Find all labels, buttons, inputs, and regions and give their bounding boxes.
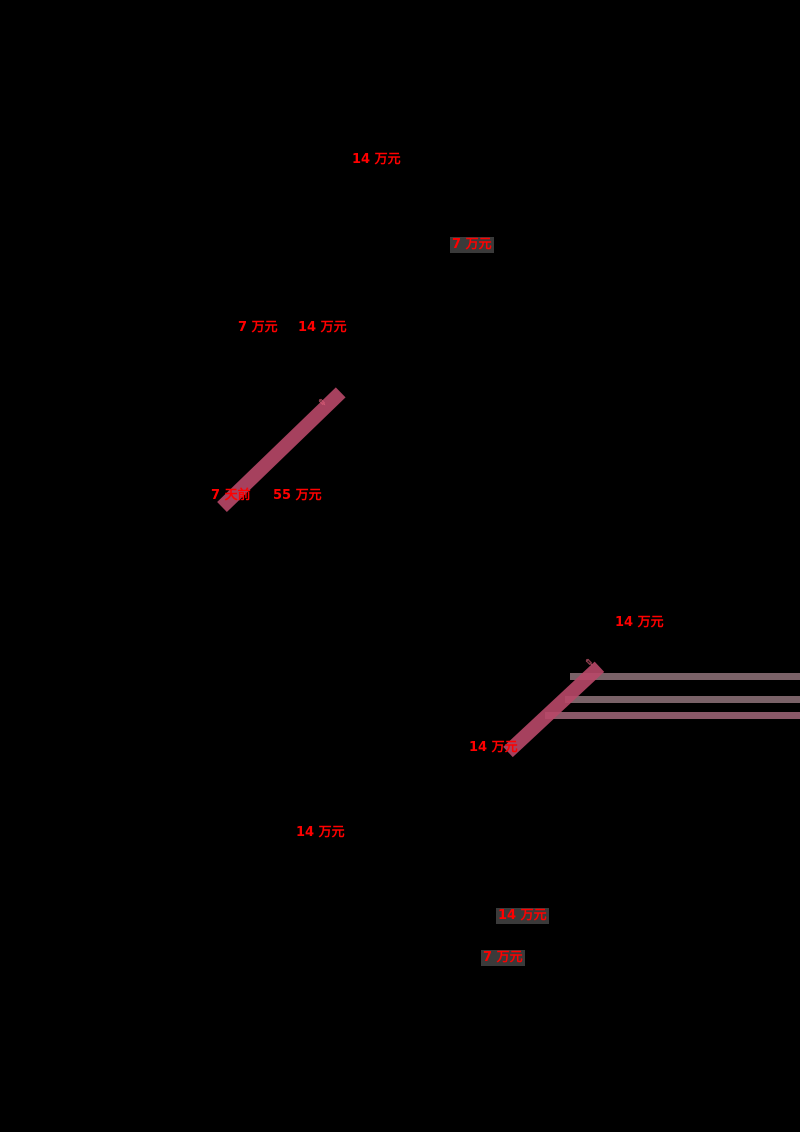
stripe-1 [570,673,800,680]
diagonal-glyph-lower: ✎ [585,658,594,669]
label-55: 55 万元 [273,488,322,503]
label-7-days: 7 天前 [211,488,251,503]
label-7-bottom: 7 万元 [481,950,525,966]
label-14-top: 14 万元 [352,152,401,167]
label-14-bottom: 14 万元 [496,908,549,924]
label-14-left: 14 万元 [298,320,347,335]
stripe-3 [545,712,800,719]
label-7-upper: 7 万元 [450,237,494,253]
stripe-2 [565,696,800,703]
label-14-right: 14 万元 [615,615,664,630]
diagonal-glyph-upper: ✎ [318,398,327,409]
label-14-mid: 14 万元 [469,740,518,755]
label-14-lower-left: 14 万元 [296,825,345,840]
label-7-left: 7 万元 [238,320,278,335]
